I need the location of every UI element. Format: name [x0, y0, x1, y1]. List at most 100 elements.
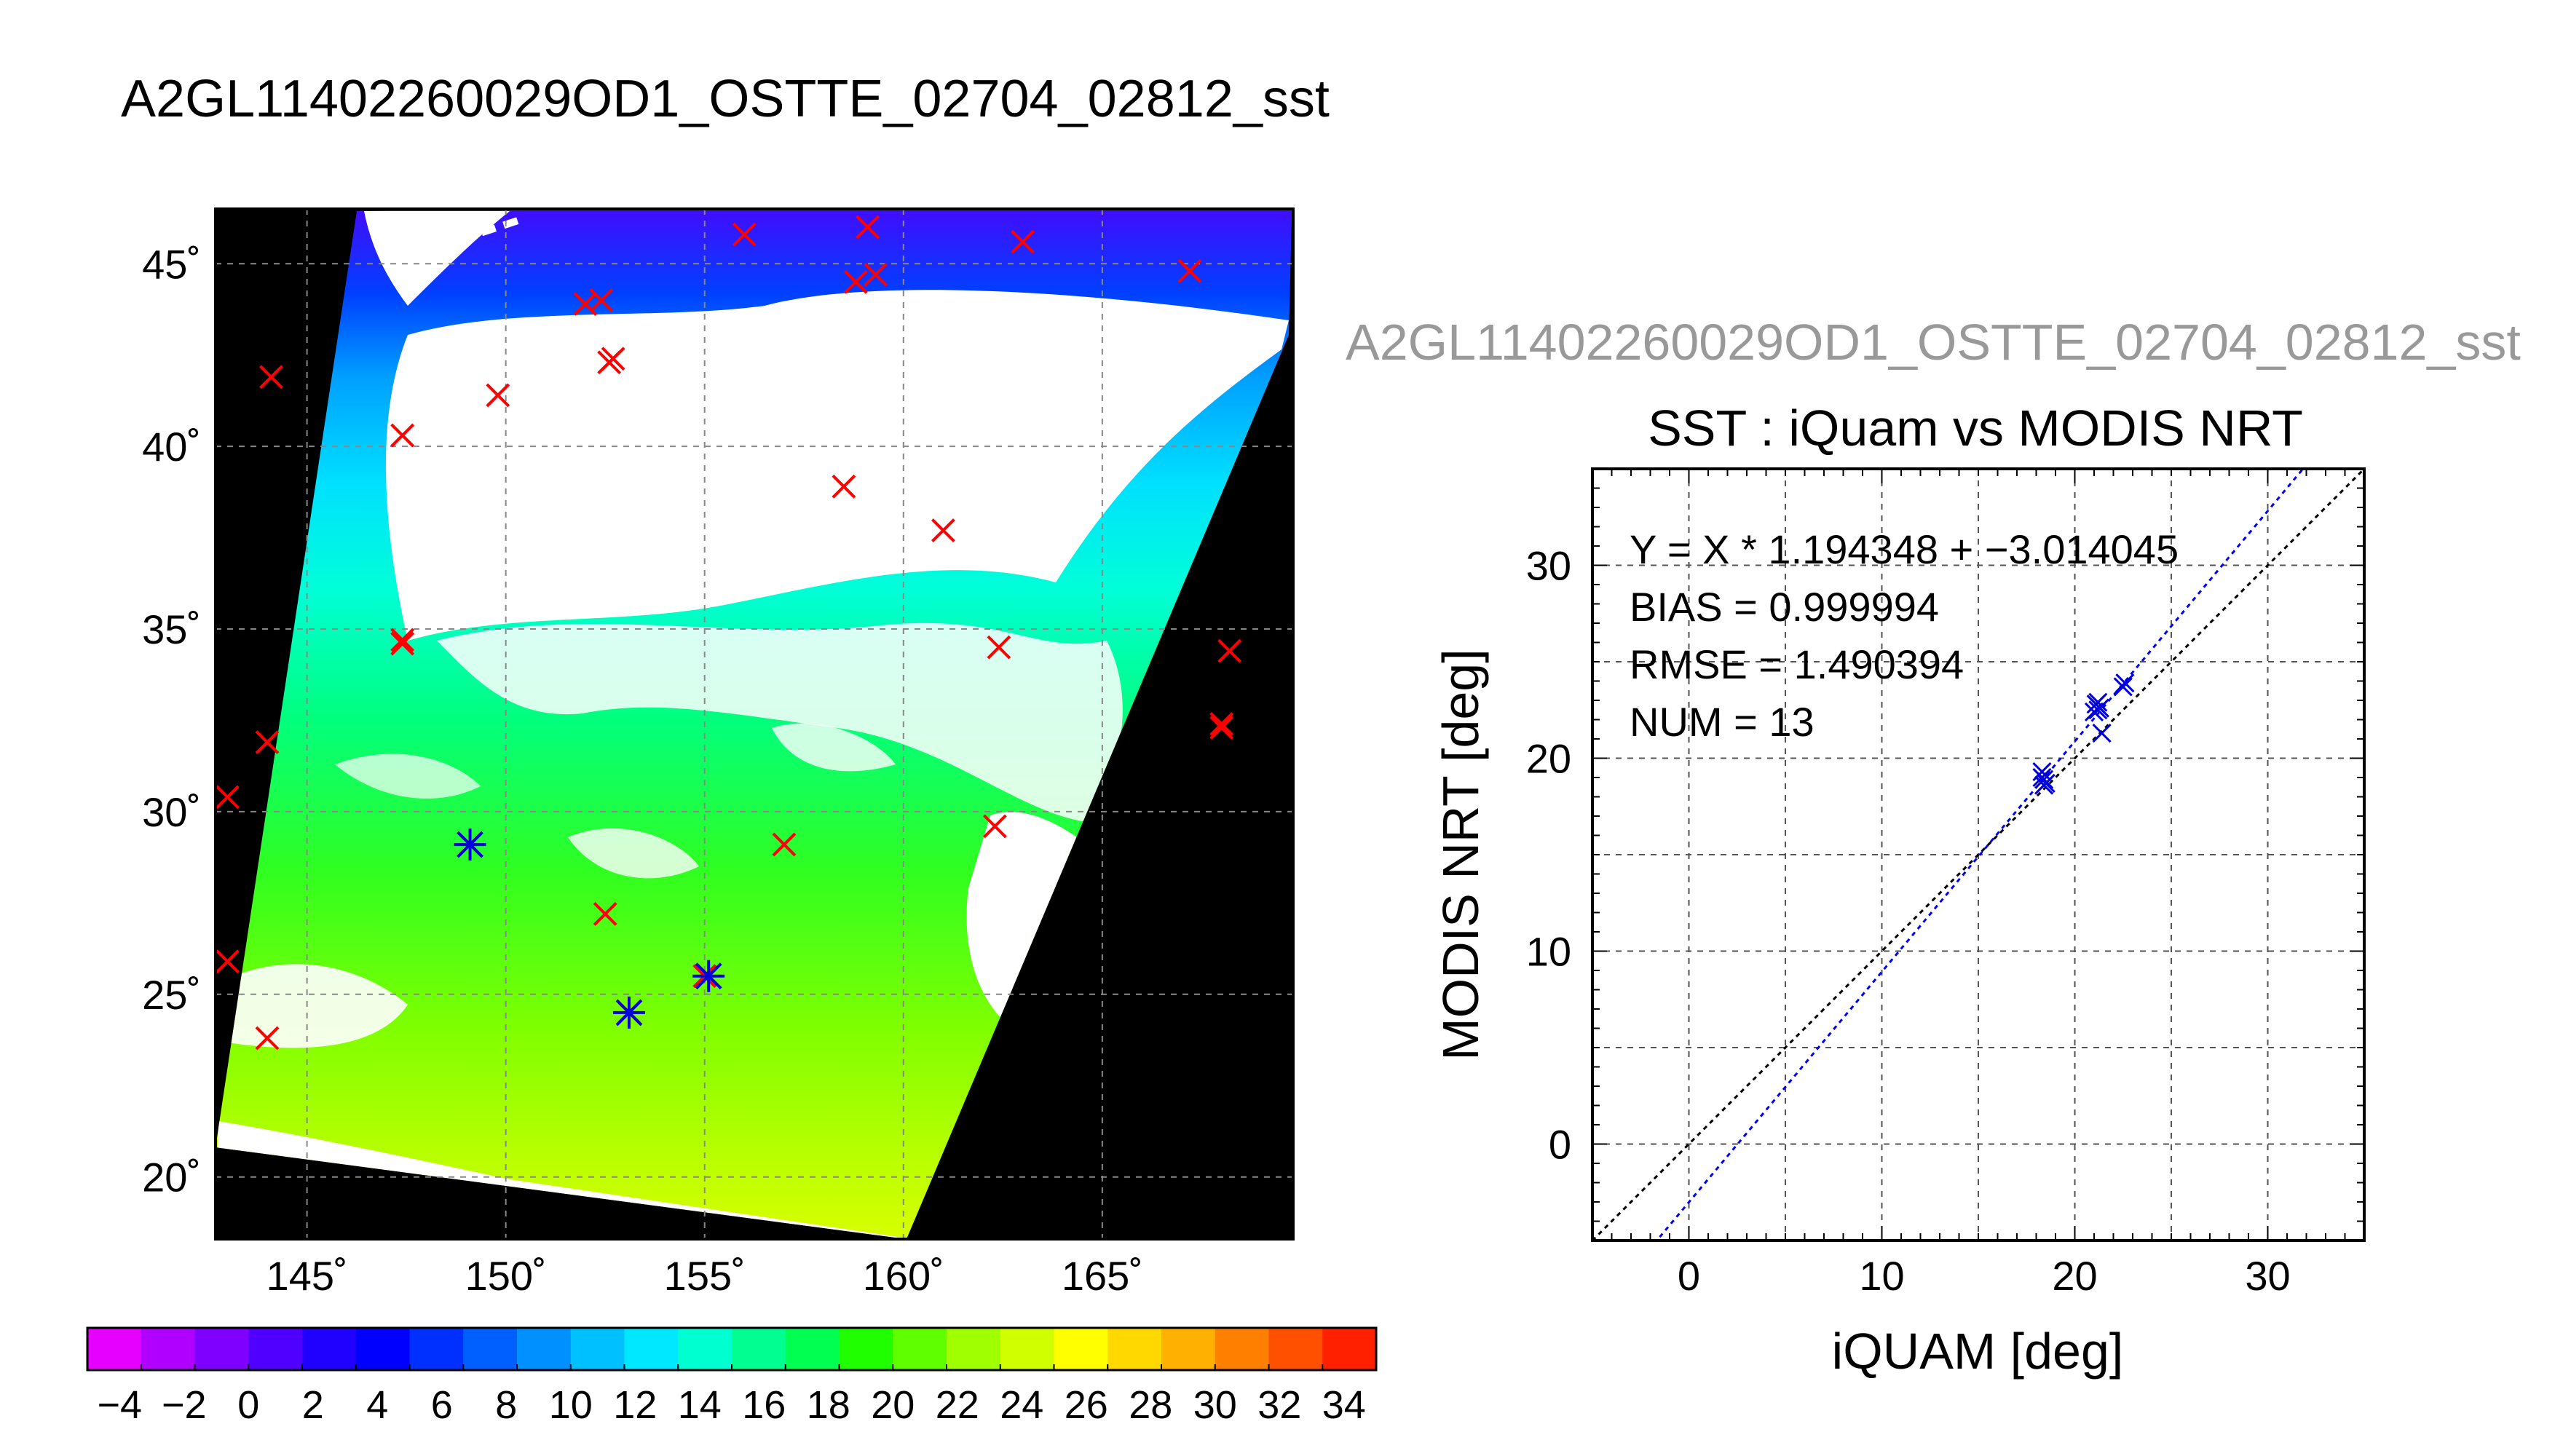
matchup-point [454, 828, 486, 861]
lat-tick-label: 20˚ [142, 1155, 201, 1200]
insitu-point [772, 832, 797, 857]
scatter-tick-marks [1592, 469, 2364, 1241]
colorbar-cell [732, 1328, 786, 1370]
colorbar-tick-label: 26 [1065, 1383, 1108, 1427]
insitu-point [1011, 229, 1035, 254]
y-tick-label: 20 [1526, 736, 1571, 782]
colorbar-tick-label: 10 [549, 1383, 593, 1427]
colorbar-cell [570, 1328, 625, 1370]
colorbar-cell [1161, 1328, 1216, 1370]
insitu-point [982, 814, 1007, 839]
matchup-point [692, 960, 725, 992]
colorbar-cell [1107, 1328, 1162, 1370]
y-tick-labels: 0 10 20 30 [1526, 543, 1571, 1168]
colorbar-cell [785, 1328, 840, 1370]
insitu-point [589, 288, 614, 312]
fit-equation: Y = X * 1.194348 + −3.014045 [1630, 526, 2179, 572]
insitu-point [1209, 712, 1234, 736]
colorbar-tick-label: 34 [1322, 1383, 1366, 1427]
insitu-point [390, 628, 415, 652]
colorbar-tick-label: −2 [162, 1383, 207, 1427]
insitu-point [1209, 716, 1234, 740]
colorbar-cell [409, 1328, 464, 1370]
colorbar-frame [86, 1326, 1378, 1372]
scatter-point [2092, 723, 2112, 743]
insitu-point [255, 730, 280, 755]
x-axis-label: iQUAM [deg] [1832, 1323, 2124, 1380]
insitu-point [573, 292, 598, 316]
insitu-point [255, 1026, 280, 1051]
scatter-points [2032, 673, 2135, 795]
colorbar-tick-label: 8 [495, 1383, 517, 1427]
colorbar-cell [1000, 1328, 1054, 1370]
y-tick-label: 30 [1526, 543, 1571, 589]
colorbar-cell [1268, 1328, 1323, 1370]
colorbar-tick-label: 30 [1193, 1383, 1237, 1427]
colorbar-cell [839, 1328, 893, 1370]
colorbar-tick-label: 14 [678, 1383, 722, 1427]
sst-map: 145˚ 150˚ 155˚ 160˚ 165˚ 45˚ 40˚ 35˚ 30˚ 25˚ 20˚ [142, 207, 1295, 1299]
colorbar-cell [1322, 1328, 1377, 1370]
scatter-point [2090, 698, 2110, 718]
insitu-point [215, 785, 240, 810]
longitude-tick-labels: 145˚ 150˚ 155˚ 160˚ 165˚ [266, 1253, 1143, 1299]
lon-tick-label: 160˚ [863, 1253, 944, 1299]
colorbar-cell [1054, 1328, 1108, 1370]
colorbar-cell [248, 1328, 303, 1370]
colorbar-tick-label: 2 [302, 1383, 324, 1427]
map-frame [214, 207, 1295, 1241]
insitu-point [864, 262, 888, 287]
scatter-point [2115, 673, 2135, 693]
scatter-point [2113, 677, 2133, 697]
colorbar-tick-label: 6 [431, 1383, 453, 1427]
colorbar-tick-label: 22 [936, 1383, 979, 1427]
insitu-point [832, 474, 856, 499]
colorbar-cell [947, 1328, 1001, 1370]
scatter-point [2084, 702, 2104, 721]
lat-tick-label: 40˚ [142, 424, 201, 470]
colorbar-tick-label: 0 [237, 1383, 259, 1427]
lon-tick-label: 155˚ [664, 1253, 746, 1299]
colorbar-cell [87, 1328, 142, 1370]
scatter-point [2032, 767, 2052, 788]
colorbar-cell [624, 1328, 679, 1370]
scatter-point [2034, 775, 2054, 795]
insitu-point [390, 423, 415, 448]
x-tick-label: 20 [2052, 1253, 2097, 1299]
lon-tick-label: 145˚ [266, 1253, 348, 1299]
insitu-points-blue [454, 828, 725, 1029]
lat-tick-label: 35˚ [142, 606, 201, 652]
colorbar-cell [678, 1328, 732, 1370]
scatter-panel: A2GL11402260029OD1_OSTTE_02704_02812_sst… [1346, 314, 2521, 1380]
colorbar-cell [302, 1328, 357, 1370]
colorbar-cells [87, 1328, 1377, 1370]
insitu-point [931, 518, 955, 542]
insitu-point [259, 365, 283, 389]
one-to-one-line [1592, 469, 2364, 1241]
colorbar-tick-label: 24 [1000, 1383, 1043, 1427]
scatter-point [2088, 692, 2108, 712]
colorbar-cell [893, 1328, 947, 1370]
colorbar-cell [141, 1328, 195, 1370]
colorbar-tick-label: 12 [613, 1383, 657, 1427]
insitu-point [732, 222, 757, 247]
bias-value: BIAS = 0.999994 [1630, 584, 1939, 630]
colorbar: −4 −2 0 2 4 6 8 10 12 14 16 18 20 22 24 26 28 30 32 34 [86, 1326, 1378, 1427]
num-value: NUM = 13 [1630, 699, 1814, 745]
x-tick-label: 0 [1678, 1253, 1700, 1299]
page-title: A2GL11402260029OD1_OSTTE_02704_02812_sst [121, 70, 1330, 128]
insitu-point [390, 631, 415, 656]
colorbar-tick-label: 16 [742, 1383, 786, 1427]
insitu-point [856, 215, 880, 240]
overlay-title: A2GL11402260029OD1_OSTTE_02704_02812_sst [1346, 314, 2521, 371]
matchup-point [612, 996, 645, 1029]
colorbar-cell [355, 1328, 410, 1370]
colorbar-cell [194, 1328, 249, 1370]
colorbar-tick-label: 28 [1129, 1383, 1172, 1427]
colorbar-tick-label: 20 [871, 1383, 915, 1427]
lon-tick-label: 150˚ [465, 1253, 547, 1299]
x-tick-label: 30 [2245, 1253, 2290, 1299]
scatter-title: SST : iQuam vs MODIS NRT [1648, 400, 2303, 456]
insitu-point [601, 347, 625, 371]
